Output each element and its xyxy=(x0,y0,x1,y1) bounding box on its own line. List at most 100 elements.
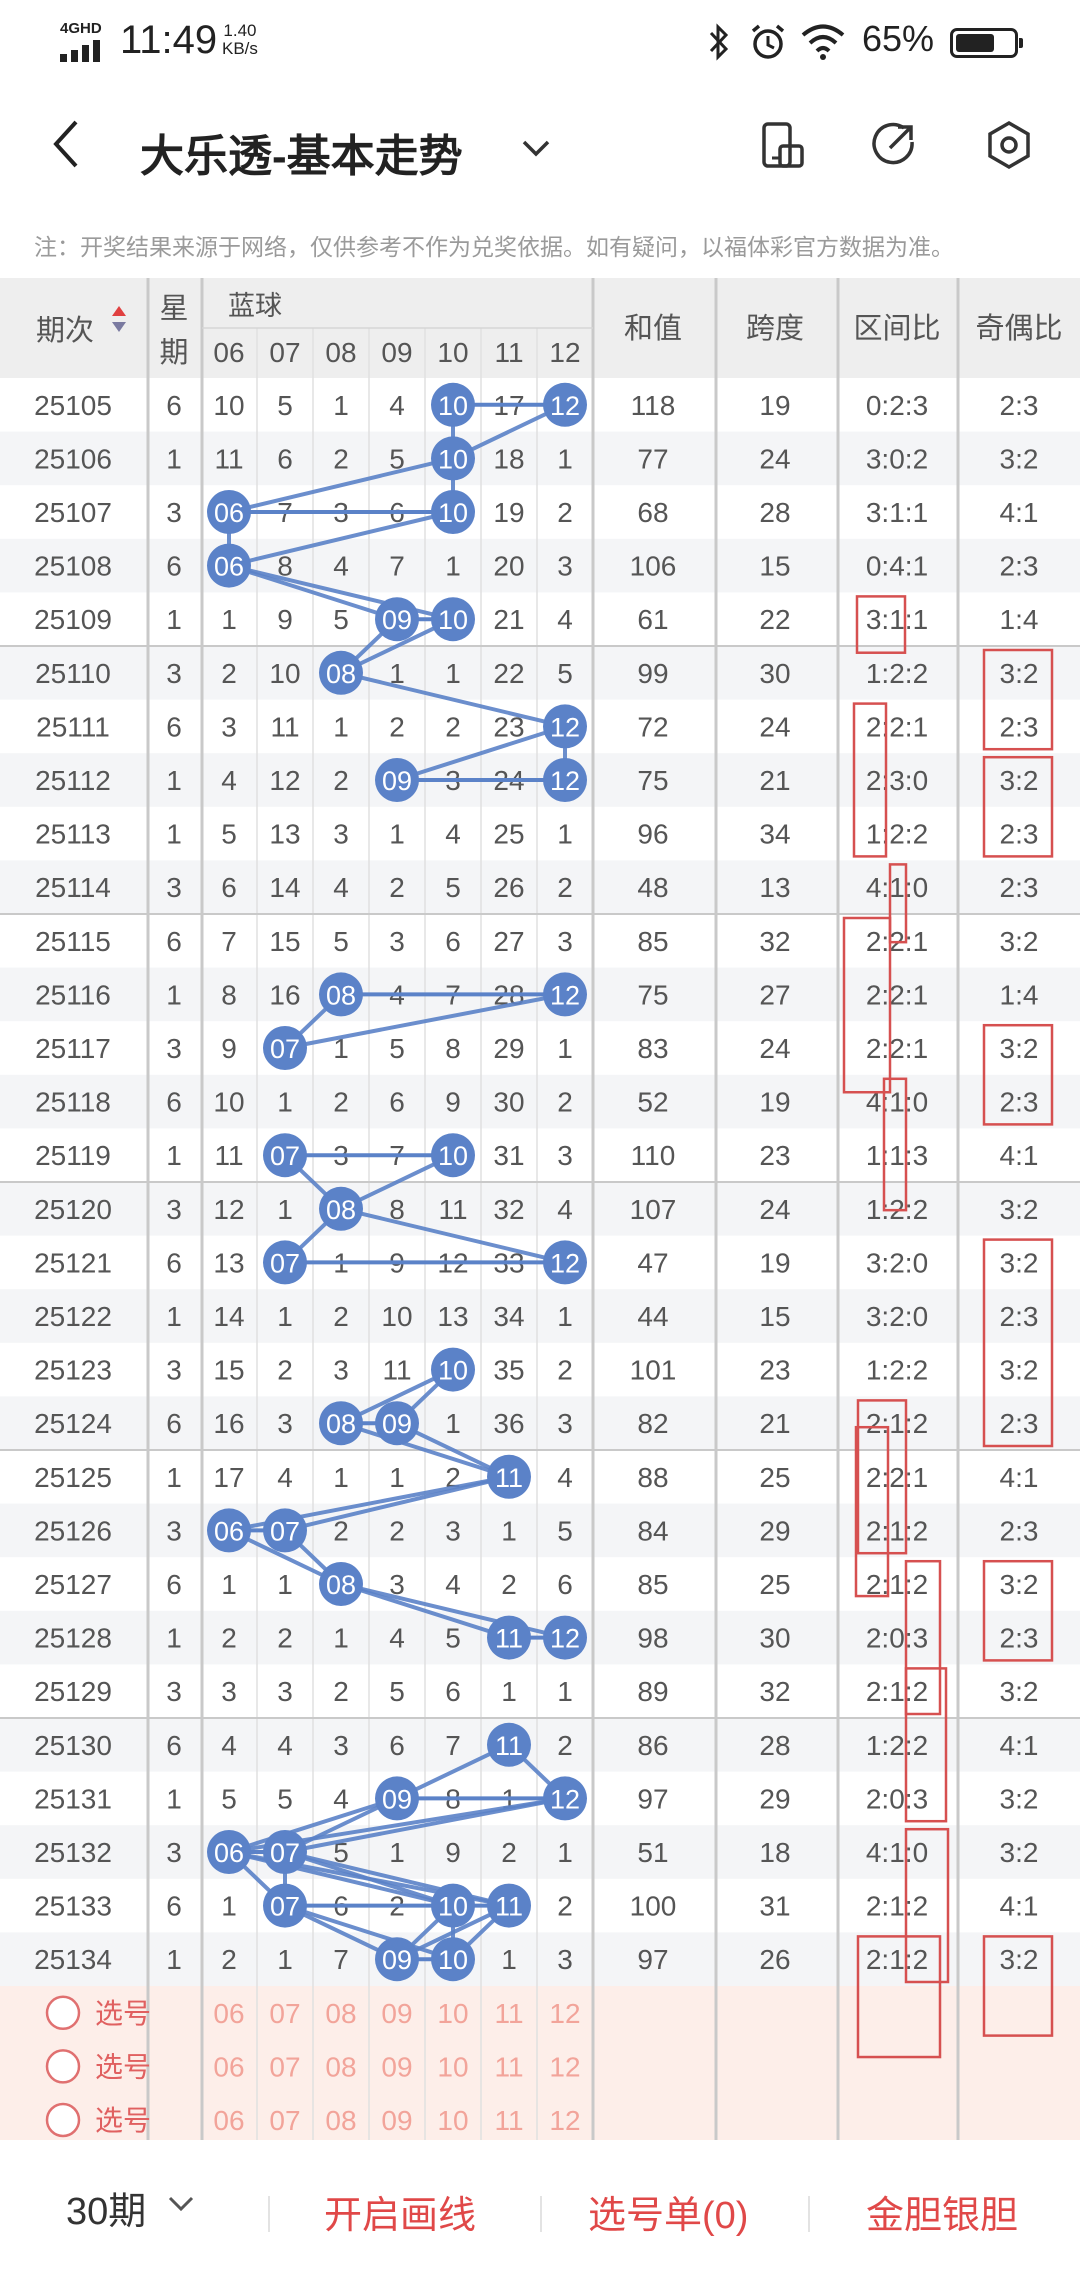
picker-bg xyxy=(0,1986,1080,2140)
omission-cell: 2 xyxy=(277,1355,293,1386)
weekday-cell: 3 xyxy=(166,1837,182,1868)
zone-ratio-cell: 2:1:2 xyxy=(866,1408,928,1439)
odd-even-cell: 3:2 xyxy=(1000,1569,1039,1600)
omission-cell: 6 xyxy=(557,1569,573,1600)
omission-cell: 36 xyxy=(493,1408,524,1439)
zone-ratio-cell: 3:1:1 xyxy=(866,497,928,528)
picker-number[interactable]: 11 xyxy=(494,2105,523,2136)
zone-ratio-cell: 1:2:2 xyxy=(866,658,928,689)
trend-line xyxy=(340,1206,566,1265)
row-stripe xyxy=(0,1289,1080,1343)
blue-ball-number: 10 xyxy=(438,391,468,421)
omission-cell: 3 xyxy=(333,1355,349,1386)
selection-list-button[interactable]: 选号单(0) xyxy=(588,2195,749,2237)
omission-cell: 4 xyxy=(557,1194,573,1225)
odd-even-cell: 2:3 xyxy=(1000,1515,1039,1546)
odd-even-cell: 3:2 xyxy=(1000,1783,1039,1814)
omission-cell: 27 xyxy=(493,926,524,957)
marker-box xyxy=(855,595,907,654)
omission-cell: 1 xyxy=(557,1837,573,1868)
omission-cell: 1 xyxy=(389,658,405,689)
picker-number[interactable]: 10 xyxy=(437,1998,468,2029)
select-radio[interactable] xyxy=(45,2102,81,2138)
trend-line xyxy=(284,1796,566,1854)
marker-box xyxy=(856,1399,908,1555)
blue-ball xyxy=(431,597,475,642)
picker-number[interactable]: 08 xyxy=(325,2105,356,2136)
picker-number[interactable]: 07 xyxy=(269,2051,300,2082)
device-rotate-icon[interactable] xyxy=(760,120,806,170)
issue-number: 25113 xyxy=(35,819,111,850)
omission-cell: 2 xyxy=(557,1891,573,1922)
zone-ratio-cell: 2:0:3 xyxy=(866,1623,928,1654)
omission-cell: 5 xyxy=(445,1623,461,1654)
marker-box xyxy=(982,755,1054,858)
picker-number[interactable]: 08 xyxy=(325,1998,356,2029)
picker-number[interactable]: 11 xyxy=(494,1998,523,2029)
draw-lines-button[interactable]: 开启画线 xyxy=(324,2195,477,2237)
blue-ball-number: 12 xyxy=(550,391,580,421)
picker-number[interactable]: 12 xyxy=(549,2105,580,2136)
blue-ball xyxy=(375,597,419,642)
omission-cell: 16 xyxy=(269,979,300,1010)
weekday-cell: 1 xyxy=(166,1140,182,1171)
picker-number[interactable]: 06 xyxy=(213,2051,244,2082)
odd-even-cell: 3:2 xyxy=(1000,926,1039,957)
blue-ball xyxy=(487,1454,531,1499)
period-select[interactable]: 30期 xyxy=(66,2180,194,2236)
trend-line xyxy=(284,992,566,1050)
omission-cell: 21 xyxy=(493,604,524,635)
omission-cell: 3 xyxy=(277,1676,293,1707)
battery-icon xyxy=(950,28,1023,58)
picker-number[interactable]: 06 xyxy=(213,1998,244,2029)
trend-line xyxy=(228,510,454,568)
omission-cell: 29 xyxy=(493,1033,524,1064)
picker-number[interactable]: 09 xyxy=(381,1998,412,2029)
picker-number[interactable]: 09 xyxy=(381,2051,412,2082)
picker-number[interactable]: 07 xyxy=(269,1998,300,2029)
blue-ball xyxy=(431,1883,475,1928)
sort-up-icon[interactable] xyxy=(112,306,126,316)
span-cell: 19 xyxy=(759,390,790,421)
span-cell: 32 xyxy=(759,926,790,957)
omission-cell: 5 xyxy=(333,604,349,635)
picker-number[interactable]: 12 xyxy=(549,1998,580,2029)
span-cell: 26 xyxy=(759,1944,790,1975)
picker-number[interactable]: 11 xyxy=(494,2051,523,2082)
sort-down-icon[interactable] xyxy=(112,322,126,332)
marker-box xyxy=(854,1425,890,1598)
back-arrow-icon[interactable] xyxy=(50,118,84,170)
blue-ball xyxy=(207,490,251,534)
omission-cell: 4 xyxy=(445,1569,461,1600)
span-cell: 32 xyxy=(759,1676,790,1707)
picker-number[interactable]: 06 xyxy=(213,2105,244,2136)
header-span: 跨度 xyxy=(746,312,804,345)
zone-ratio-cell: 1:2:2 xyxy=(866,1730,928,1761)
picker-number[interactable]: 10 xyxy=(437,2105,468,2136)
row-stripe xyxy=(0,1825,1080,1879)
issue-number: 25132 xyxy=(34,1837,112,1868)
gold-silver-button[interactable]: 金胆银胆 xyxy=(866,2195,1019,2237)
select-radio[interactable] xyxy=(45,2049,81,2084)
blue-ball xyxy=(543,972,587,1017)
picker-number[interactable]: 07 xyxy=(269,2105,300,2136)
odd-even-cell: 4:1 xyxy=(1000,1140,1039,1171)
marker-box xyxy=(888,863,908,944)
row-stripe xyxy=(0,860,1080,914)
picker-number[interactable]: 08 xyxy=(325,2051,356,2082)
chevron-down-icon[interactable] xyxy=(520,136,552,160)
picker-number[interactable]: 10 xyxy=(437,2051,468,2082)
picker-number[interactable]: 09 xyxy=(381,2105,412,2136)
picker-number[interactable]: 12 xyxy=(549,2051,580,2082)
issue-number: 25125 xyxy=(34,1462,112,1493)
weekday-cell: 1 xyxy=(166,819,182,850)
settings-icon[interactable] xyxy=(984,120,1034,170)
omission-cell: 3 xyxy=(557,1408,573,1439)
omission-cell: 1 xyxy=(445,658,461,689)
share-icon[interactable] xyxy=(868,120,918,170)
blue-ball xyxy=(263,1883,307,1928)
omission-cell: 11 xyxy=(270,711,299,742)
select-radio[interactable] xyxy=(45,1995,81,2031)
weekday-cell: 6 xyxy=(166,390,182,421)
omission-cell: 22 xyxy=(493,658,524,689)
